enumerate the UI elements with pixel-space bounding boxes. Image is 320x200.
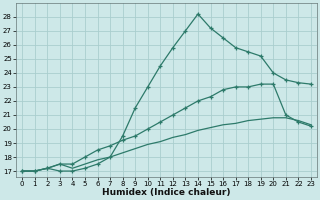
- X-axis label: Humidex (Indice chaleur): Humidex (Indice chaleur): [102, 188, 231, 197]
